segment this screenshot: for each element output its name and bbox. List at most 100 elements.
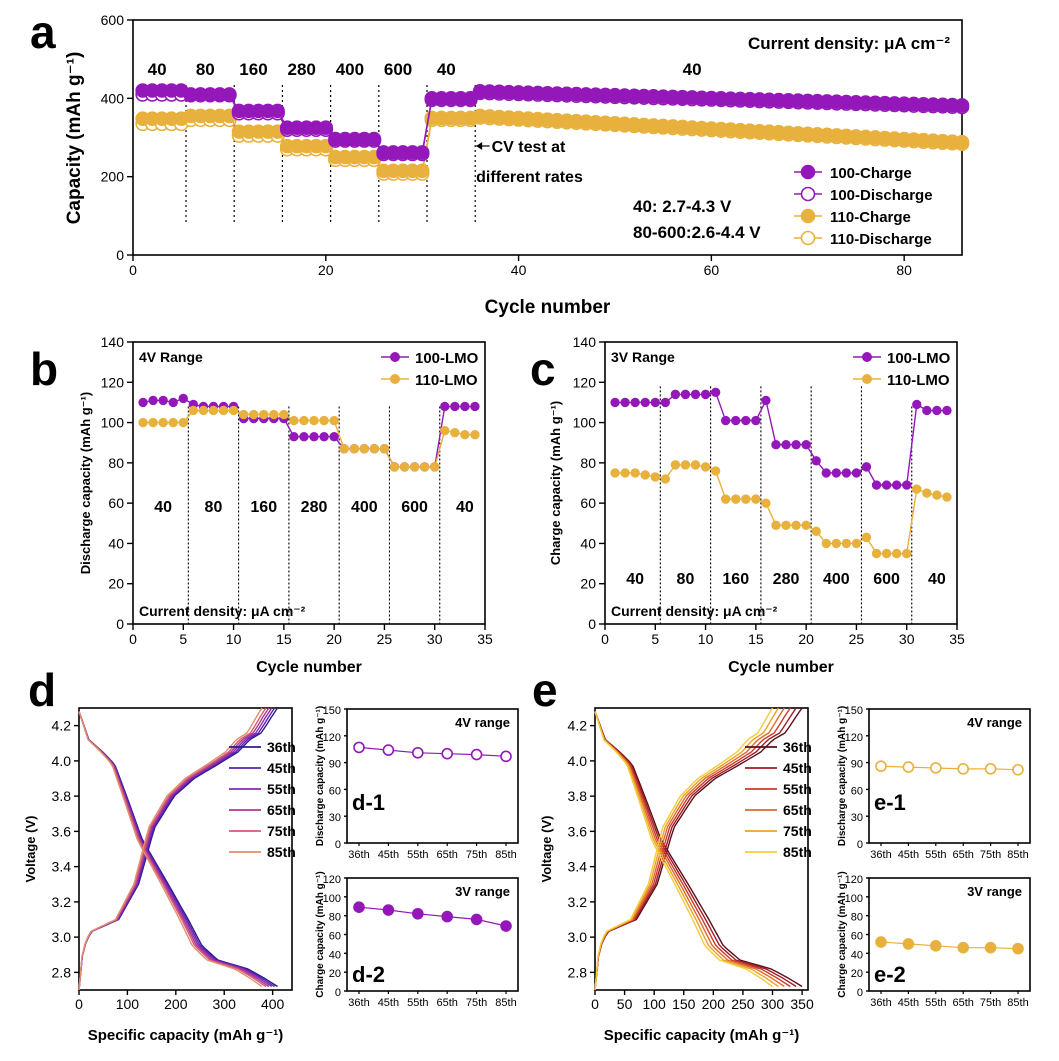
inset-point [957, 763, 970, 775]
curve-36th-charge [594, 707, 803, 991]
y-tick-label: 3.0 [52, 929, 72, 945]
series-110-LMO-point [309, 415, 319, 426]
series-110-LMO-point [902, 548, 912, 559]
y-tick-label: 3.2 [568, 894, 588, 910]
panel-e-2: 0 20 40 60 80 100 120 36th 45th 55th 65th 75th 85th C… [837, 871, 1031, 1009]
series-100-LMO-point [610, 397, 620, 408]
series-110-LMO-point [379, 444, 390, 454]
series-110-LMO-point [660, 474, 671, 484]
curve-75th-charge [594, 707, 779, 991]
legend-label: 110-LMO [887, 372, 950, 389]
voltage-note-line1: 40: 2.7-4.3 V [633, 197, 732, 216]
rate-label: 400 [823, 571, 850, 588]
x-tick-label: 30 [427, 631, 443, 647]
x-tick-label: 85th [495, 997, 516, 1009]
curve-85th-charge [78, 707, 263, 991]
series-100-charge-point [463, 91, 478, 106]
y-tick-label: 60 [108, 495, 124, 511]
y-tick-label: 60 [851, 931, 863, 943]
y-tick-label: 4.2 [52, 718, 72, 734]
series-100-LMO-point [650, 397, 660, 408]
inset-point [957, 941, 970, 954]
y-axis-label: Voltage (V) [539, 816, 554, 883]
y-tick-label: 3.6 [568, 823, 588, 839]
legend-label: 55th [267, 781, 296, 797]
x-tick-label: 35 [949, 631, 965, 647]
range-label: 3V range [455, 884, 510, 899]
series-100-LMO-point [811, 456, 821, 466]
x-tick-label: 85th [495, 849, 516, 861]
inset-point [1012, 942, 1024, 955]
series-110-charge-point [414, 163, 430, 179]
inset-point [470, 748, 483, 761]
series-110-LMO-point [610, 468, 620, 478]
y-tick-label: 4.0 [52, 753, 72, 769]
inset-point [382, 904, 395, 916]
x-tick-label: 55th [925, 849, 946, 861]
inset-point [353, 901, 365, 913]
y-axis-label: Charge capacity (mAh g⁻¹) [837, 871, 848, 997]
rate-label: 40 [928, 571, 946, 588]
x-axis-label: Cycle number [485, 297, 611, 318]
x-tick-label: 55th [407, 997, 428, 1009]
series-100-LMO-point [319, 431, 329, 442]
curve-45th-discharge [78, 711, 275, 988]
x-tick-label: 65th [952, 849, 973, 861]
series-100-LMO-point [289, 431, 299, 442]
legend-marker [390, 352, 400, 362]
inset-line [880, 941, 1019, 950]
series-110-LMO-point [922, 488, 932, 498]
range-label: 3V Range [611, 349, 675, 365]
series-110-LMO-point [881, 548, 892, 559]
series-110-LMO-point [791, 520, 801, 530]
legend-marker [862, 352, 872, 362]
x-tick-label: 250 [731, 996, 755, 1012]
series-110-LMO-point [932, 490, 942, 500]
x-tick-label: 85th [1007, 997, 1028, 1009]
y-tick-label: 2.8 [568, 964, 588, 980]
x-tick-label: 80 [896, 262, 912, 278]
legend-marker [800, 186, 816, 202]
sub-panel-label: e-2 [874, 962, 906, 987]
series-110-LMO-point [228, 405, 239, 416]
series-110-LMO-point [720, 494, 731, 504]
series-110-LMO-point [821, 538, 831, 549]
x-tick-label: 36th [348, 849, 369, 861]
rate-label: 600 [873, 571, 900, 588]
series-100-LMO-point [700, 389, 711, 400]
legend-label: 36th [267, 739, 296, 755]
y-tick-label: 120 [323, 732, 341, 744]
x-tick-label: 50 [617, 996, 633, 1012]
y-tick-label: 60 [580, 495, 596, 511]
x-tick-label: 10 [226, 631, 242, 647]
curve-45th-charge [594, 707, 797, 991]
current-density-note: Current density: μA cm⁻² [748, 34, 950, 53]
y-tick-label: 60 [329, 931, 341, 943]
cv-arrowhead [476, 142, 483, 150]
series-110-LMO-point [470, 429, 480, 440]
inset-point [470, 913, 483, 926]
curve-45th-discharge [594, 711, 797, 988]
legend-marker [800, 208, 816, 224]
y-tick-label: 0 [335, 987, 341, 999]
series-100-LMO-point [299, 431, 309, 442]
y-tick-label: 3.6 [52, 823, 72, 839]
x-tick-label: 36th [348, 997, 369, 1009]
series-100-LMO-point [440, 401, 450, 412]
curve-85th-discharge [594, 711, 773, 988]
series-100-LMO-point [309, 431, 319, 442]
legend-label: 100-LMO [415, 350, 479, 367]
inset-line [880, 765, 1019, 771]
series-110-LMO-point [218, 405, 229, 416]
series-100-charge-point [366, 131, 382, 147]
sub-panel-label: d-1 [352, 790, 385, 815]
inset-point [984, 763, 997, 775]
y-tick-label: 120 [845, 874, 863, 886]
inset-point [441, 747, 454, 760]
x-tick-label: 55th [925, 997, 946, 1009]
range-label: 4V range [455, 715, 510, 730]
curve-36th-charge [78, 707, 279, 991]
x-tick-label: 300 [213, 996, 237, 1012]
inset-point [929, 762, 942, 774]
series-100-LMO-point [158, 395, 168, 406]
